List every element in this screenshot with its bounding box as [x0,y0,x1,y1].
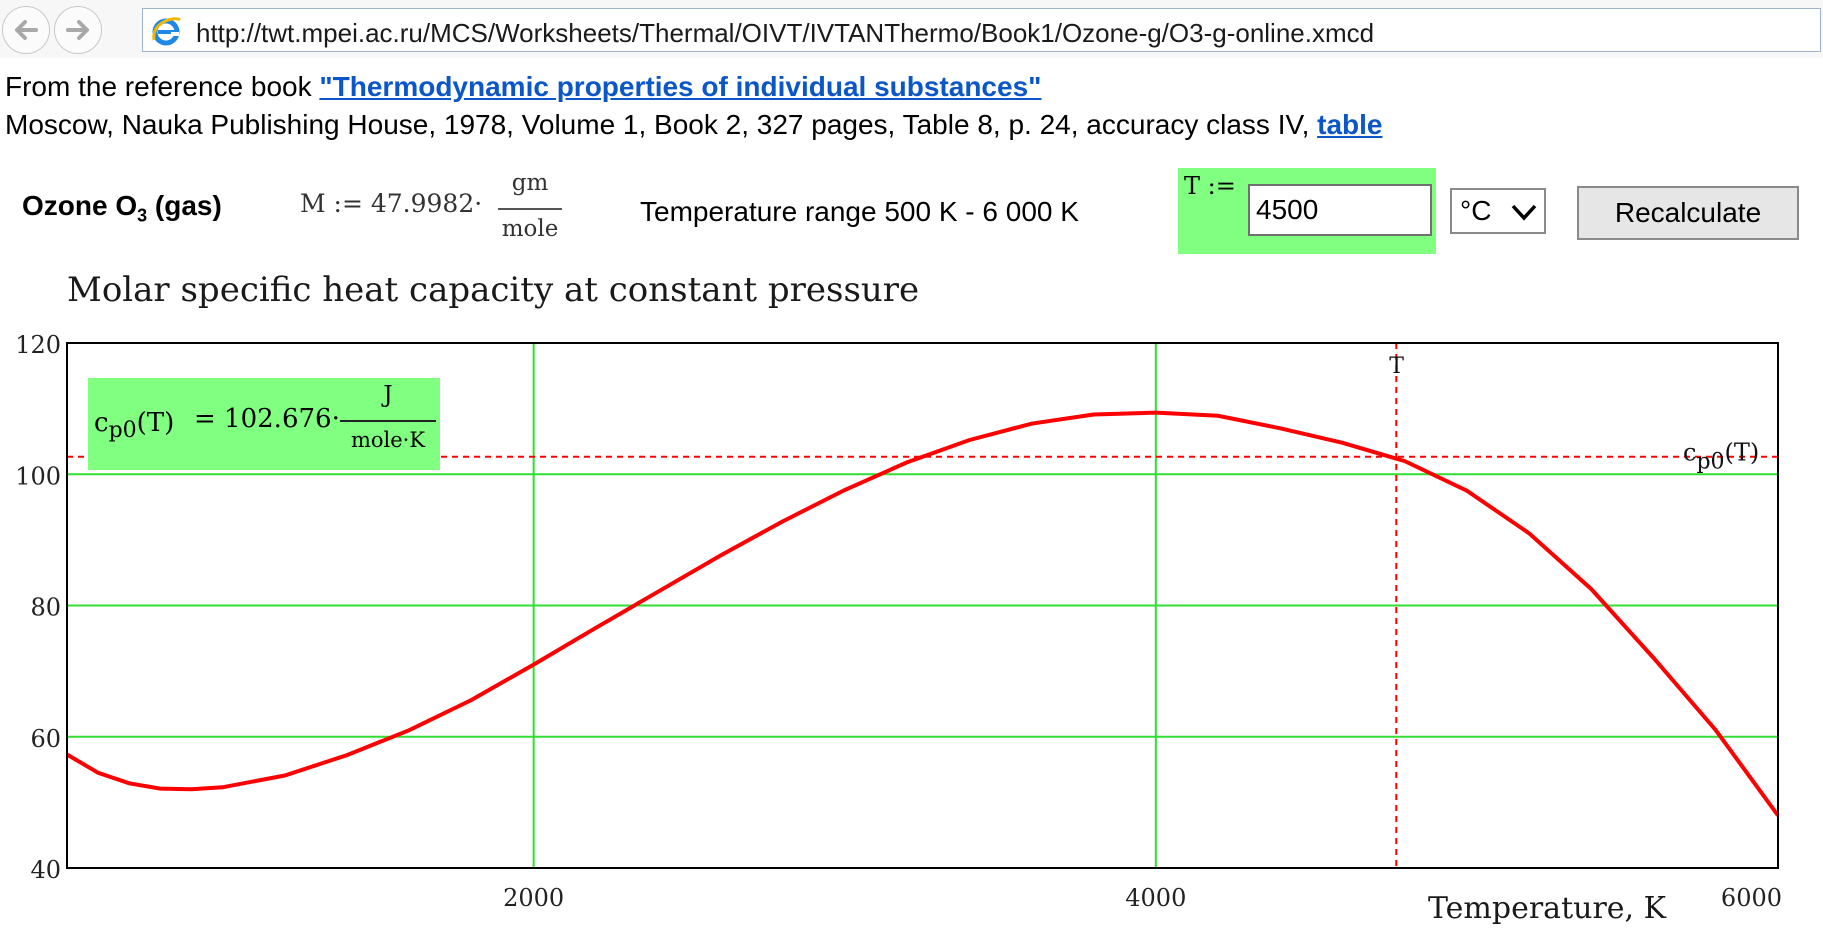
fraction-bar [340,420,436,422]
cp0-line-label-arg: (T) [1725,439,1760,467]
forward-arrow-icon [66,20,89,40]
chart-title: Molar specific heat capacity at constant… [67,270,920,310]
temperature-input-region: T := [1178,168,1436,254]
chart-grid [67,343,1778,868]
series-line-cp0 [65,410,1780,817]
publication-details-line: Moscow, Nauka Publishing House, 1978, Vo… [5,109,1383,141]
back-arrow-icon [15,20,38,40]
cp0-line-label-sub: p0 [1696,450,1724,475]
table-link[interactable]: table [1317,109,1383,140]
publication-details: Moscow, Nauka Publishing House, 1978, Vo… [5,109,1318,140]
y-tick-label-40: 40 [30,856,61,884]
url-field[interactable]: http://twt.mpei.ac.ru/MCS/Worksheets/The… [142,8,1821,52]
y-tick-label-80: 80 [30,594,61,622]
cp0-readout-name: cp0(T) [94,408,175,444]
url-text: http://twt.mpei.ac.ru/MCS/Worksheets/The… [196,18,1375,48]
y-tick-label-100: 100 [15,462,61,490]
t-marker-label: T [1389,354,1404,379]
forward-button[interactable] [54,6,102,54]
unit-select-value: °C [1460,195,1492,226]
temperature-label: T := [1184,172,1236,200]
reference-line: From the reference book "Thermodynamic p… [5,71,1041,103]
substance-label: Ozone O3 (gas) [22,190,222,226]
temperature-input[interactable] [1248,184,1432,236]
cp0-readout-box: cp0(T) = 102.676· J mole·K [88,378,440,470]
back-button[interactable] [2,6,50,54]
y-tick-label-120: 120 [15,331,61,359]
molar-mass-lhs: M := 47.9982· [300,189,483,218]
x-tick-label-6000: 6000 [1721,884,1782,912]
cp0-unit-denominator: mole·K [350,428,426,452]
molar-mass-unit-numerator: gm [511,170,549,196]
address-bar-area: http://twt.mpei.ac.ru/MCS/Worksheets/The… [0,0,1823,58]
x-tick-label-4000: 4000 [1125,884,1186,912]
cp0-readout-value: = 102.676· [194,404,340,434]
recalculate-button[interactable]: Recalculate [1577,186,1799,240]
cp0-line-label: cp0(T) [1683,439,1759,475]
chart-frame [66,342,1779,869]
molar-mass-unit-denominator: mole [501,216,559,242]
cp0-unit-numerator: J [383,382,393,408]
reference-book-link[interactable]: "Thermodynamic properties of individual … [319,71,1042,102]
temperature-range-text: Temperature range 500 K - 6 000 K [640,196,1079,227]
cp0-line-label-name: c [1683,439,1696,467]
unit-select[interactable]: °C [1450,188,1546,234]
x-tick-label-2000: 2000 [503,884,564,912]
chart-tick-labels: 40 60 80 100 120 2000 4000 6000 [15,331,1782,912]
x-axis-label: Temperature, K [1428,891,1667,926]
internet-explorer-icon [152,17,181,46]
substance-subscript: 3 [137,205,148,226]
chevron-down-icon [1511,204,1537,221]
fraction-bar [498,208,562,210]
y-tick-label-60: 60 [30,725,61,753]
reference-prefix: From the reference book [5,71,320,102]
